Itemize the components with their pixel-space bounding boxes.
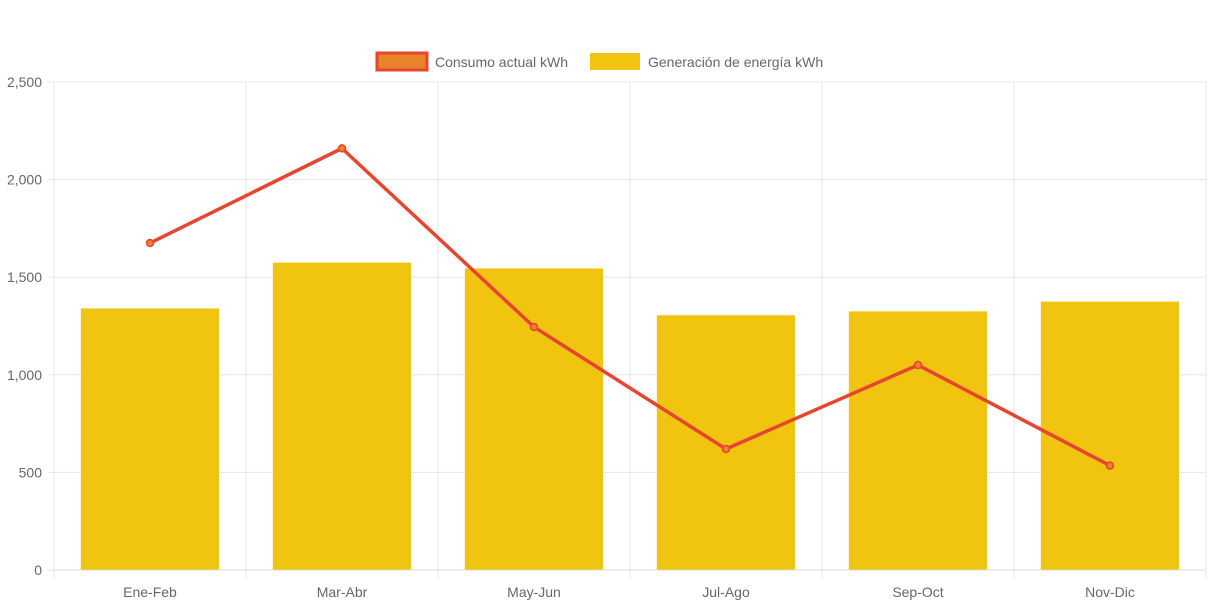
legend-label-consumo: Consumo actual kWh: [435, 54, 568, 70]
x-tick-label: Sep-Oct: [892, 584, 943, 600]
legend[interactable]: Consumo actual kWh Generación de energía…: [375, 51, 823, 72]
y-tick-label: 2,000: [7, 172, 42, 188]
y-tick-label: 1,500: [7, 269, 42, 285]
y-tick-label: 500: [19, 464, 43, 480]
bar[interactable]: [80, 308, 220, 570]
legend-swatch-generacion: [590, 53, 640, 70]
x-tick-label: Jul-Ago: [702, 584, 750, 600]
legend-label-generacion: Generación de energía kWh: [648, 54, 823, 70]
bar[interactable]: [1040, 301, 1180, 570]
x-tick-label: Ene-Feb: [123, 584, 177, 600]
bar[interactable]: [656, 315, 796, 570]
x-axis: Ene-Feb Mar-Abr May-Jun Jul-Ago Sep-Oct Nov-D…: [54, 569, 1206, 600]
line-point[interactable]: [913, 360, 923, 370]
x-tick-label: May-Jun: [507, 584, 561, 600]
y-axis: 0 500 1,000 1,500 2,000 2,500: [7, 74, 54, 578]
x-tick-label: Mar-Abr: [317, 584, 368, 600]
line-point[interactable]: [1105, 461, 1115, 470]
bar-series: [80, 262, 1180, 570]
bar[interactable]: [272, 262, 412, 570]
line-point[interactable]: [145, 238, 155, 248]
line-point[interactable]: [337, 144, 347, 153]
bar[interactable]: [464, 268, 604, 570]
legend-item-consumo[interactable]: Consumo actual kWh: [375, 51, 568, 72]
line-point[interactable]: [721, 444, 731, 454]
y-tick-label: 1,000: [7, 367, 42, 383]
grid: [53, 81, 1207, 578]
y-tick-label: 0: [34, 562, 42, 578]
line-point[interactable]: [529, 322, 539, 332]
line-series: [145, 144, 1115, 470]
legend-item-generacion[interactable]: Generación de energía kWh: [590, 53, 823, 70]
x-tick-label: Nov-Dic: [1085, 584, 1135, 600]
line-path: [149, 146, 1111, 468]
legend-swatch-consumo: [375, 51, 429, 72]
bar[interactable]: [848, 311, 988, 570]
y-tick-label: 2,500: [7, 74, 42, 90]
